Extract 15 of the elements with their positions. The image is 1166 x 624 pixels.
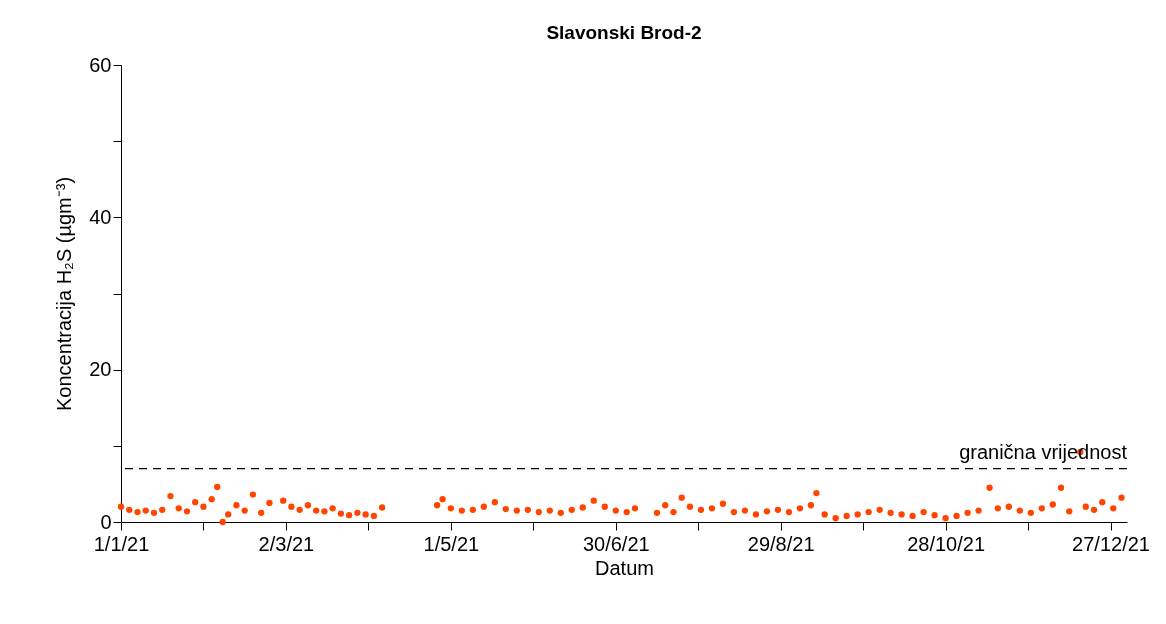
x-tick-label: 30/6/21 xyxy=(582,532,650,555)
y-tick-label: 20 xyxy=(89,358,112,381)
x-tick-label: 29/8/21 xyxy=(747,532,815,555)
x-tick-label: 27/12/21 xyxy=(1072,532,1150,555)
y-axis-title: Koncentracija H₂S (µgm⁻³) xyxy=(53,176,76,412)
ref-line-label: granična vrijednost xyxy=(959,440,1128,463)
y-tick-label: 40 xyxy=(89,205,112,228)
y-tick-label: 0 xyxy=(100,510,112,533)
x-tick-label: 28/10/21 xyxy=(907,532,986,555)
x-tick-label: 1/1/21 xyxy=(93,532,150,555)
y-tick-label: 60 xyxy=(89,53,112,76)
x-axis-title: Datum xyxy=(595,556,654,579)
x-tick-label: 1/5/21 xyxy=(423,532,480,555)
x-tick-label: 2/3/21 xyxy=(258,532,315,555)
chart-title: Slavonski Brod-2 xyxy=(546,22,702,43)
